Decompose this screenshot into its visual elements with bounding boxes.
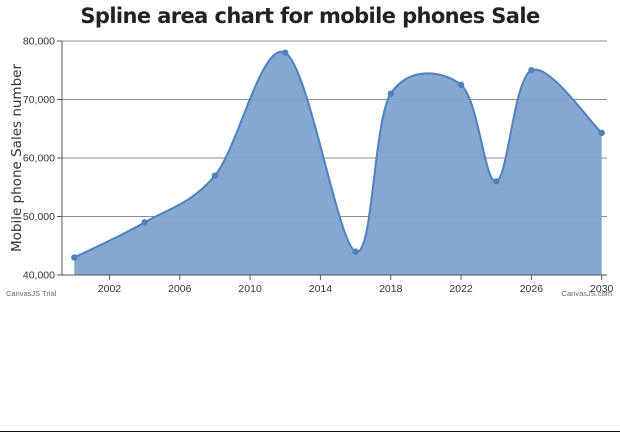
data-markers	[71, 49, 605, 261]
data-point	[141, 219, 148, 226]
y-tick-label: 50,000	[23, 211, 55, 223]
y-tick-label: 70,000	[23, 94, 55, 106]
credit-left: CanvasJS Trial	[6, 289, 57, 298]
data-point	[528, 67, 535, 74]
data-point	[493, 178, 500, 185]
x-tick-label: 2010	[238, 283, 262, 295]
data-point	[352, 248, 359, 255]
data-point	[598, 129, 605, 137]
y-tick-label: 80,000	[23, 36, 55, 48]
area-fill	[74, 51, 602, 275]
axes	[57, 40, 607, 280]
data-point	[457, 81, 465, 89]
credit-right: CanvasJS.com	[562, 289, 612, 298]
x-tick-label: 2014	[309, 283, 333, 295]
data-point	[282, 49, 289, 56]
area-series	[73, 50, 603, 275]
x-tick-label: 2030	[590, 283, 614, 295]
data-point	[387, 90, 394, 97]
y-tick-label: 60,000	[23, 153, 55, 165]
tick-labels: 40,000 50,000 60,000 70,000 80,000 2002 2006 20…	[23, 36, 614, 296]
y-tick-label: 40,000	[23, 270, 55, 282]
x-tick-label: 2026	[520, 283, 544, 295]
x-tick-label: 2018	[379, 283, 403, 295]
x-tick-label: 2022	[449, 283, 473, 295]
y-axis-title: Mobile phone Sales number	[9, 64, 25, 252]
chart-title: Spline area chart for mobile phones Sale	[80, 4, 540, 28]
data-point	[71, 254, 78, 261]
series-line	[73, 50, 603, 259]
x-tick-label: 2002	[98, 283, 122, 295]
data-point	[211, 172, 219, 179]
x-tick-label: 2006	[168, 283, 192, 295]
